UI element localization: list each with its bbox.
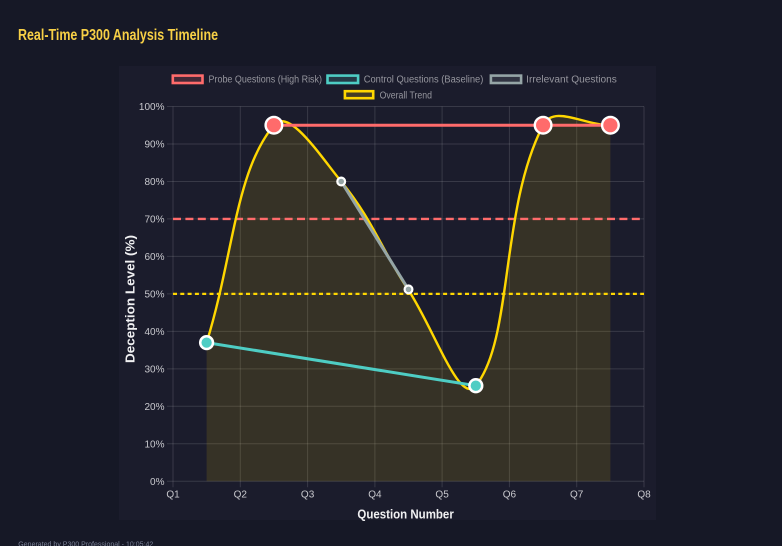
svg-text:30%: 30% [144, 364, 164, 375]
svg-text:Q8: Q8 [637, 490, 651, 501]
svg-text:90%: 90% [144, 140, 164, 151]
svg-text:Q1: Q1 [166, 490, 180, 501]
svg-text:60%: 60% [144, 252, 164, 263]
svg-text:70%: 70% [144, 214, 164, 225]
svg-text:Probe Questions (High Risk): Probe Questions (High Risk) [209, 75, 323, 86]
svg-text:Control Questions (Baseline): Control Questions (Baseline) [364, 75, 484, 86]
svg-text:10%: 10% [144, 439, 164, 450]
svg-text:Q4: Q4 [368, 490, 382, 501]
svg-text:Deception Level (%): Deception Level (%) [124, 235, 138, 363]
svg-text:20%: 20% [144, 402, 164, 413]
svg-text:80%: 80% [144, 177, 164, 188]
svg-text:Real-Time P300 Analysis Timeli: Real-Time P300 Analysis Timeline [18, 27, 218, 44]
svg-text:Q2: Q2 [234, 490, 248, 501]
svg-text:Question Number: Question Number [357, 508, 454, 522]
svg-text:Generated by P300 Professional: Generated by P300 Professional - 10:05:4… [18, 540, 153, 546]
svg-text:100%: 100% [139, 102, 165, 113]
svg-text:Q7: Q7 [570, 490, 584, 501]
svg-text:Q6: Q6 [503, 490, 517, 501]
svg-text:Irrelevant Questions: Irrelevant Questions [526, 75, 617, 86]
svg-text:Overall Trend: Overall Trend [380, 91, 432, 102]
svg-text:Q5: Q5 [435, 490, 449, 501]
svg-text:0%: 0% [150, 477, 165, 488]
svg-text:Q3: Q3 [301, 490, 315, 501]
svg-text:40%: 40% [144, 327, 164, 338]
svg-text:50%: 50% [144, 289, 164, 300]
